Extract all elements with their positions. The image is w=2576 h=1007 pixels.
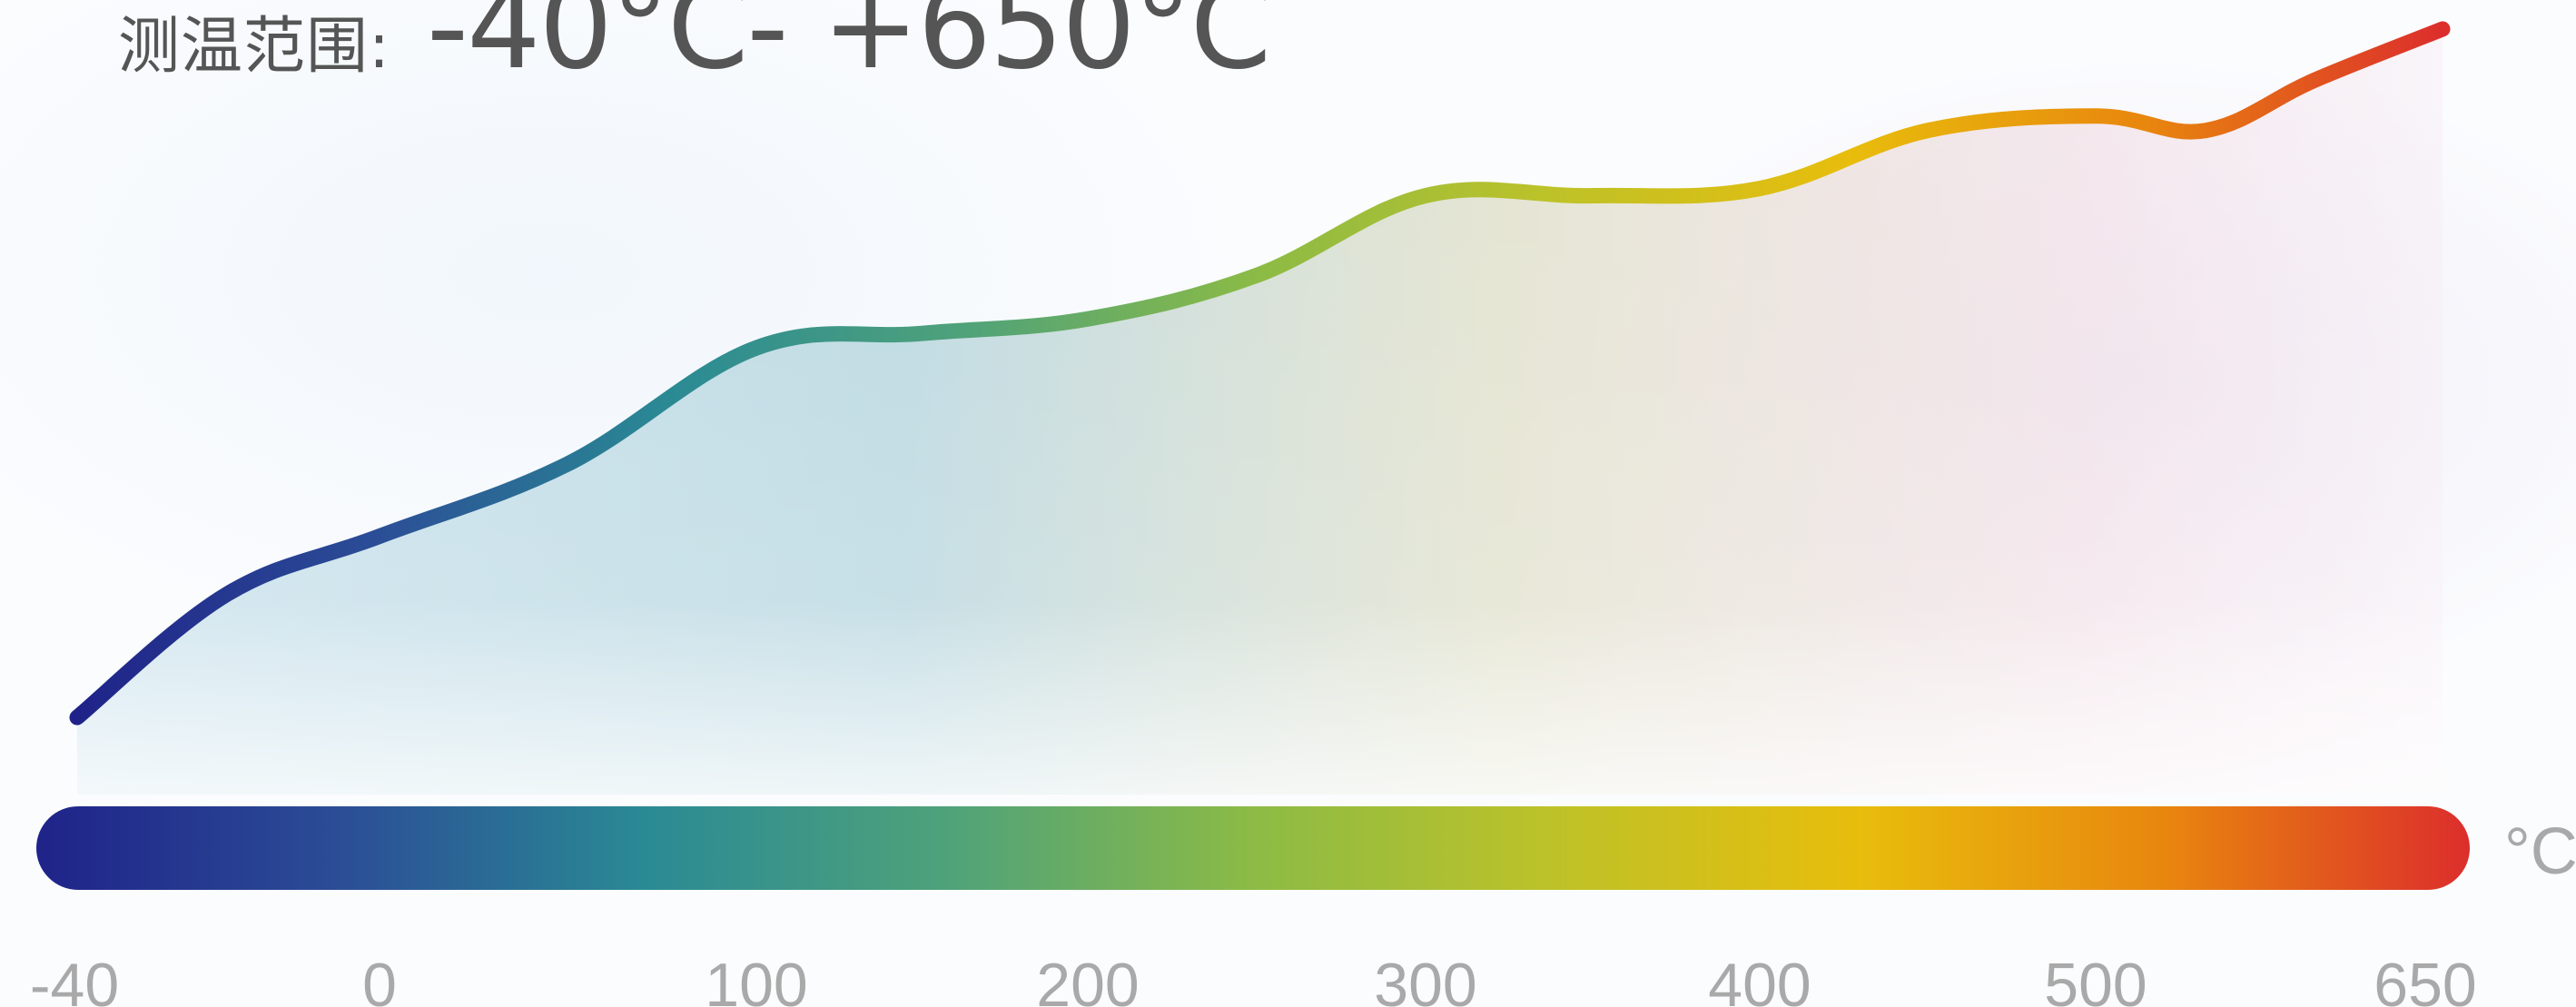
x-axis-tick-labels: -40 0 100 200 300 400 500 650 xyxy=(30,951,2477,1007)
tick-label-650: 650 xyxy=(2374,951,2476,1007)
tick-label-300: 300 xyxy=(1374,951,1476,1007)
tick-label-200: 200 xyxy=(1036,951,1139,1007)
tick-label-0: 0 xyxy=(362,951,397,1007)
tick-label-400: 400 xyxy=(1708,951,1811,1007)
unit-label: °C xyxy=(2504,815,2576,888)
range-title-value: -40°C- +650°C xyxy=(426,0,1271,95)
range-title-prefix: 测温范围: xyxy=(118,11,390,83)
tick-label--40: -40 xyxy=(30,951,119,1007)
chart-title: 测温范围: -40°C- +650°C xyxy=(118,0,1271,96)
temperature-color-bar xyxy=(36,806,2470,890)
tick-label-500: 500 xyxy=(2044,951,2147,1007)
temperature-curve-line xyxy=(69,21,2451,726)
curve-area-fade xyxy=(77,29,2443,795)
tick-label-100: 100 xyxy=(705,951,807,1007)
